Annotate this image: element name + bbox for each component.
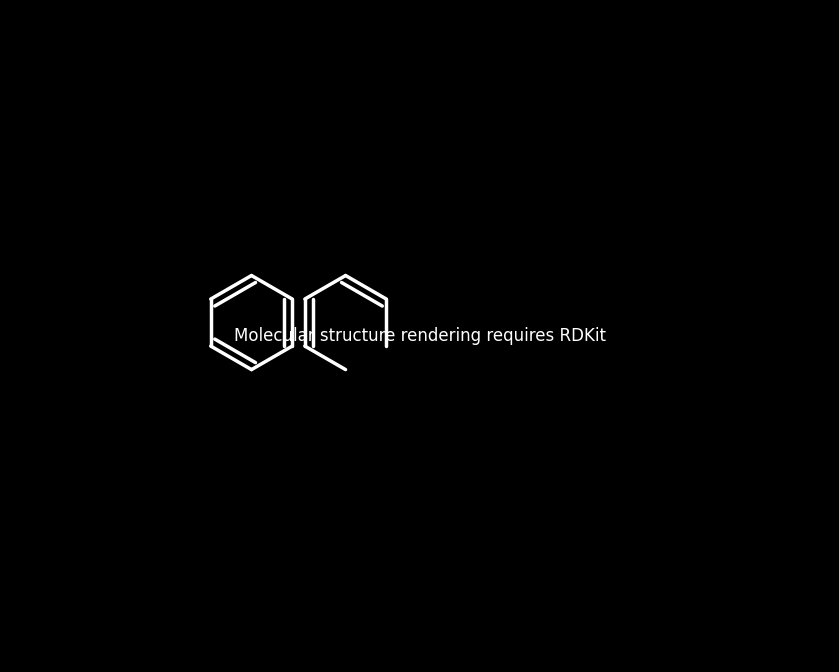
Text: Molecular structure rendering requires RDKit: Molecular structure rendering requires R… (233, 327, 606, 345)
